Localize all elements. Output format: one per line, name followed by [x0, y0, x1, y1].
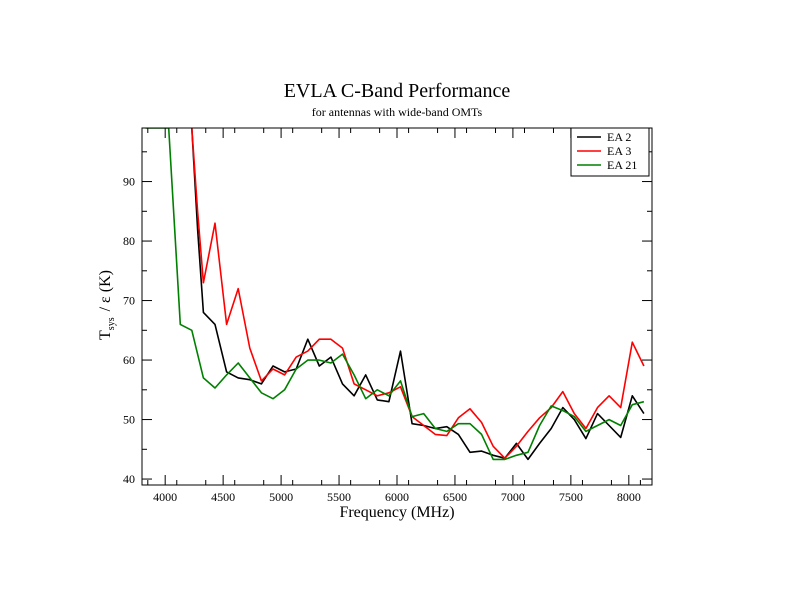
series-line-2: [191, 128, 645, 459]
x-tick-label: 6000: [385, 490, 409, 504]
series-lines: [145, 128, 645, 461]
x-tick-label: 7500: [559, 490, 583, 504]
y-axis-label: Tsys / ε (K): [97, 270, 117, 340]
x-tick-label: 5000: [269, 490, 293, 504]
legend: EA 2EA 3EA 21: [570, 127, 650, 177]
y-tick-label: 80: [123, 234, 135, 248]
chart-subtitle: for antennas with wide-band OMTs: [312, 105, 483, 119]
x-tick-label: 7000: [501, 490, 525, 504]
y-axis-label-sub: sys: [106, 317, 117, 330]
y-tick-label: 70: [123, 294, 135, 308]
legend-label-2: EA 3: [607, 144, 631, 158]
y-tick-label: 40: [123, 472, 135, 486]
x-tick-label: 4000: [153, 490, 177, 504]
legend-label-3: EA 21: [607, 158, 637, 172]
x-tick-label: 4500: [211, 490, 235, 504]
y-tick-label: 90: [123, 175, 135, 189]
series-line-3: [145, 128, 645, 461]
chart-title: EVLA C-Band Performance: [284, 80, 511, 102]
series-line-1: [191, 128, 645, 461]
x-tick-label: 5500: [327, 490, 351, 504]
y-tick-label: 50: [123, 413, 135, 427]
plot-area: 4000 4500 5000 5500 6000 6500 7000 7500 8000 40 50…: [123, 127, 653, 504]
y-tick-label: 60: [123, 353, 135, 367]
x-axis-label: Frequency (MHz): [339, 504, 454, 521]
x-tick-label: 6500: [443, 490, 467, 504]
y-axis-label-rest: / ε (K): [97, 270, 114, 311]
y-axis-label-main: T: [97, 330, 114, 340]
legend-box: [570, 127, 650, 177]
plot-frame: [141, 127, 653, 486]
x-tick-label: 8000: [617, 490, 641, 504]
legend-label-1: EA 2: [607, 130, 631, 144]
